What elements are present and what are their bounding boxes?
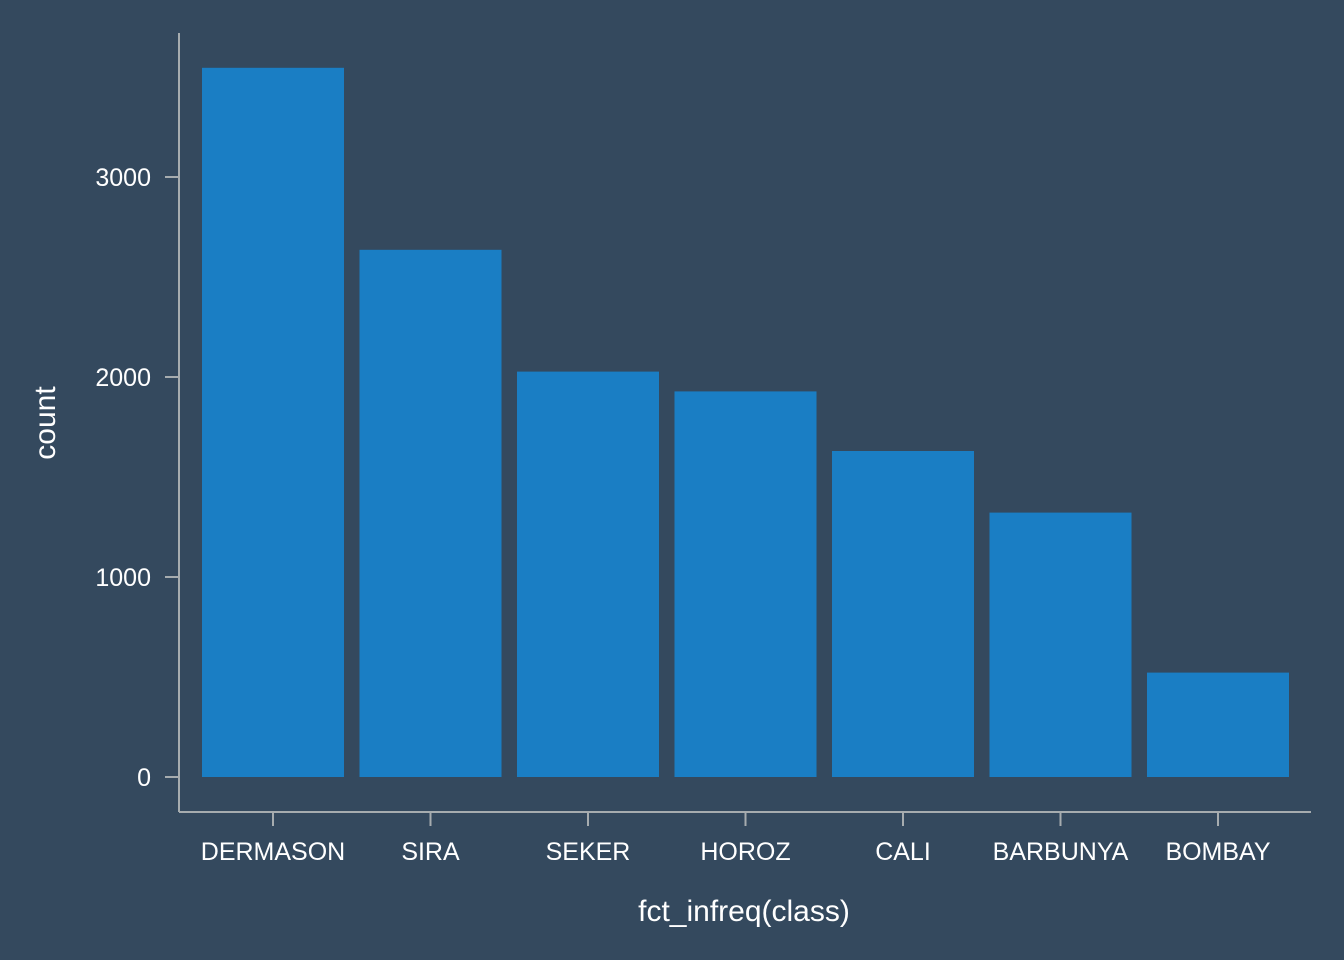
y-tick-label: 3000: [95, 164, 151, 192]
x-tick-label-cali: CALI: [875, 838, 931, 866]
x-axis-title: fct_infreq(class): [638, 895, 850, 928]
bar-cali: [832, 451, 974, 777]
y-tick-label: 1000: [95, 564, 151, 592]
bar-barbunya: [989, 512, 1132, 777]
x-tick-label-bombay: BOMBAY: [1165, 838, 1270, 866]
bar-seker: [517, 371, 659, 777]
bars-group: [202, 67, 1289, 778]
x-tick-label-barbunya: BARBUNYA: [993, 838, 1129, 866]
y-axis-title: count: [29, 386, 62, 460]
x-tick-label-sira: SIRA: [401, 838, 460, 866]
bar-dermason: [202, 67, 344, 778]
x-tick-label-horoz: HOROZ: [700, 838, 790, 866]
x-tick-label-dermason: DERMASON: [201, 838, 345, 866]
bar-sira: [359, 249, 502, 778]
bar-bombay: [1147, 672, 1289, 777]
y-tick-label: 2000: [95, 364, 151, 392]
bar-horoz: [674, 391, 817, 777]
ticks-group: 0 1000 2000 3000 DERMASON SIRA SEKER HOROZ CALI B…: [95, 164, 1271, 866]
x-tick-label-seker: SEKER: [546, 838, 631, 866]
y-tick-label: 0: [137, 764, 151, 792]
